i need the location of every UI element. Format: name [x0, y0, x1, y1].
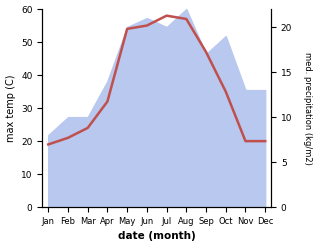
Y-axis label: med. precipitation (kg/m2): med. precipitation (kg/m2) [303, 52, 313, 165]
Y-axis label: max temp (C): max temp (C) [5, 74, 16, 142]
X-axis label: date (month): date (month) [118, 231, 196, 242]
